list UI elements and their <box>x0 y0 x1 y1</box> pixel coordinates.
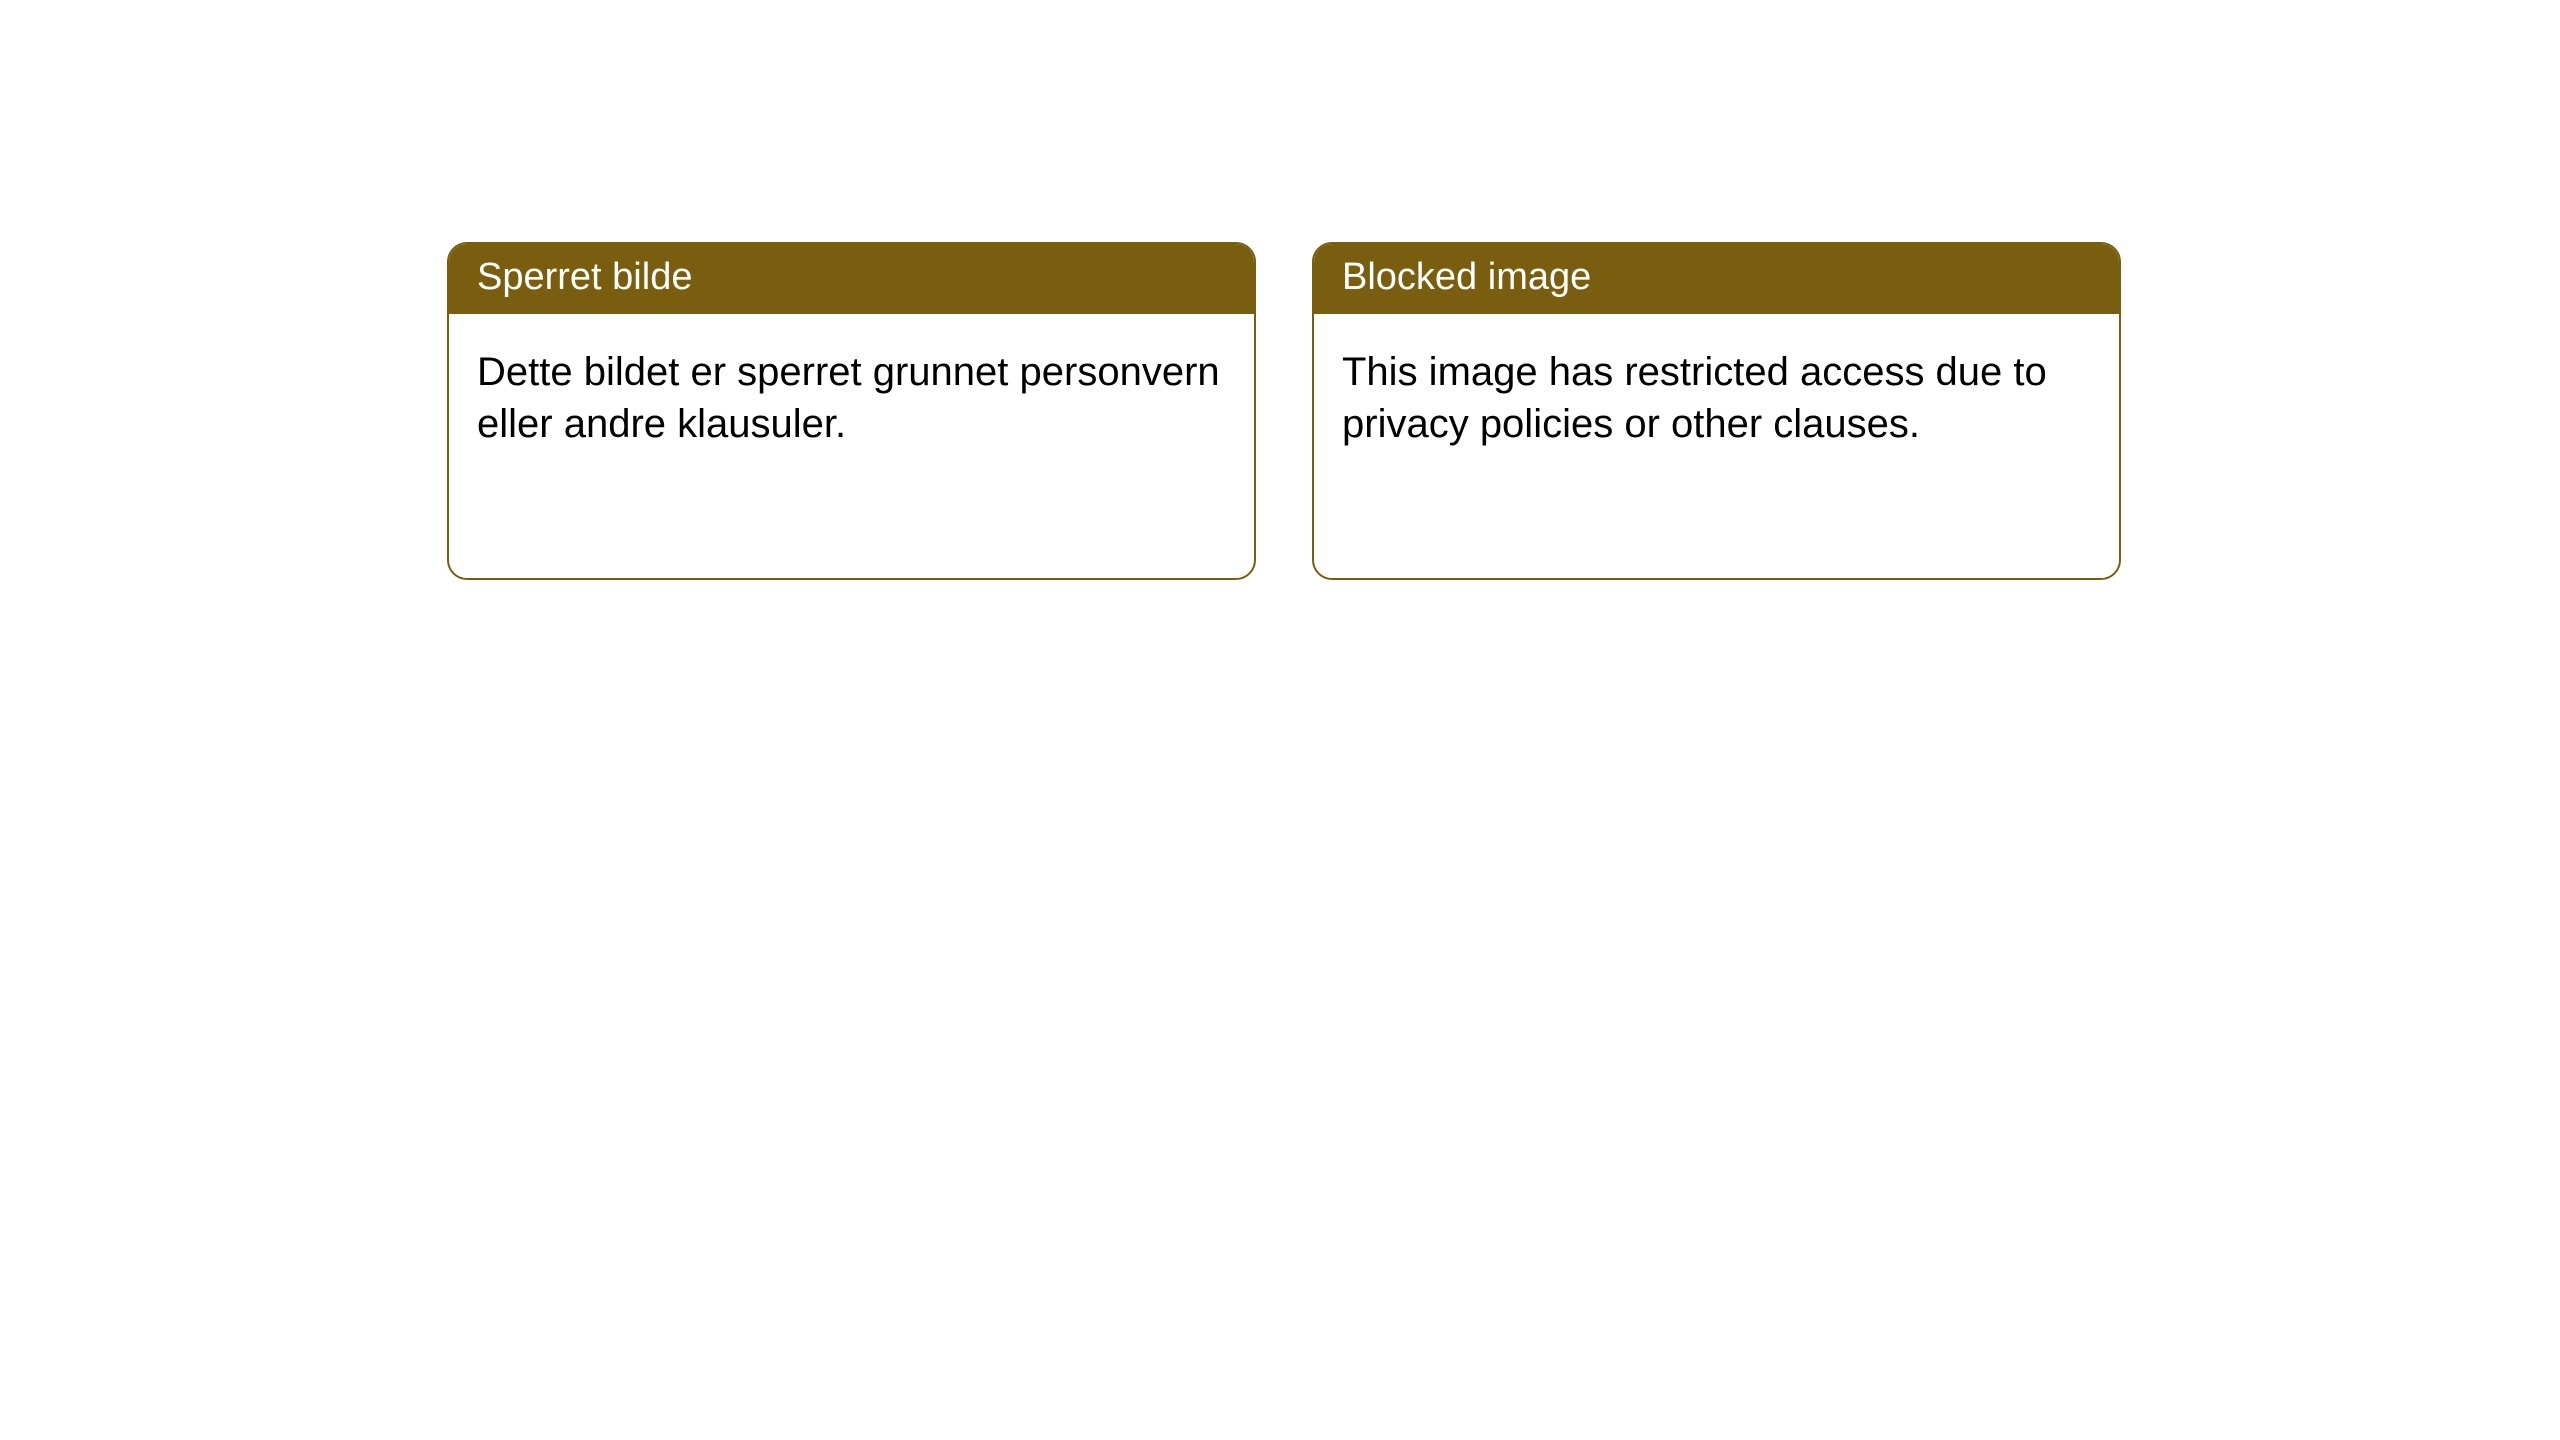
notice-cards-container: Sperret bilde Dette bildet er sperret gr… <box>447 242 2121 580</box>
notice-card-norwegian: Sperret bilde Dette bildet er sperret gr… <box>447 242 1256 580</box>
card-body: This image has restricted access due to … <box>1314 314 2119 484</box>
card-body: Dette bildet er sperret grunnet personve… <box>449 314 1254 484</box>
notice-card-english: Blocked image This image has restricted … <box>1312 242 2121 580</box>
card-header: Sperret bilde <box>449 244 1254 314</box>
card-header: Blocked image <box>1314 244 2119 314</box>
